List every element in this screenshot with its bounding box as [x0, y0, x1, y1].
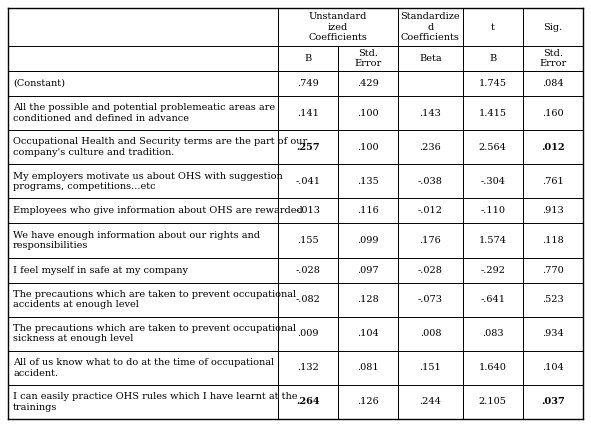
Text: Employees who give information about OHS are rewarded: Employees who give information about OHS… [13, 206, 303, 215]
Text: -.082: -.082 [296, 295, 320, 304]
Text: .118: .118 [542, 236, 564, 245]
Text: 2.564: 2.564 [479, 143, 506, 152]
Text: .236: .236 [420, 143, 441, 152]
Text: 2.105: 2.105 [479, 397, 506, 407]
Text: .100: .100 [357, 143, 379, 152]
Text: .083: .083 [482, 329, 504, 338]
Text: .126: .126 [357, 397, 379, 407]
Text: Beta: Beta [419, 54, 441, 63]
Text: The precautions which are taken to prevent occupational
sickness at enough level: The precautions which are taken to preve… [13, 324, 296, 343]
Text: t: t [491, 22, 495, 31]
Text: .100: .100 [357, 109, 379, 117]
Text: 1.640: 1.640 [479, 363, 506, 372]
Text: .099: .099 [357, 236, 379, 245]
Text: .761: .761 [542, 177, 564, 186]
Text: -.028: -.028 [296, 265, 320, 274]
Text: -.013: -.013 [296, 206, 320, 215]
Text: -.304: -.304 [480, 177, 505, 186]
Text: (Constant): (Constant) [13, 79, 65, 88]
Text: Std.
Error: Std. Error [540, 49, 567, 68]
Text: Unstandard
ized
Coefficients: Unstandard ized Coefficients [309, 12, 367, 42]
Text: Occupational Health and Security terms are the part of our
company's culture and: Occupational Health and Security terms a… [13, 137, 307, 157]
Text: .749: .749 [297, 79, 319, 88]
Text: .151: .151 [420, 363, 441, 372]
Text: .244: .244 [420, 397, 441, 407]
Text: .934: .934 [542, 329, 564, 338]
Text: .081: .081 [357, 363, 379, 372]
Text: .523: .523 [542, 295, 564, 304]
Text: The precautions which are taken to prevent occupational
accidents at enough leve: The precautions which are taken to preve… [13, 290, 296, 309]
Text: -.073: -.073 [418, 295, 443, 304]
Text: .913: .913 [542, 206, 564, 215]
Text: I can easily practice OHS rules which I have learnt at the
trainings: I can easily practice OHS rules which I … [13, 392, 297, 412]
Text: All the possible and potential problemeatic areas are
conditioned and defined in: All the possible and potential problemea… [13, 103, 275, 123]
Text: 1.415: 1.415 [479, 109, 506, 117]
Text: .143: .143 [420, 109, 441, 117]
Text: All of us know what to do at the time of occupational
accident.: All of us know what to do at the time of… [13, 358, 274, 377]
Text: .135: .135 [357, 177, 379, 186]
Text: -.028: -.028 [418, 265, 443, 274]
Text: .155: .155 [297, 236, 319, 245]
Text: .084: .084 [542, 79, 564, 88]
Text: Standardize
d
Coefficients: Standardize d Coefficients [401, 12, 460, 42]
Text: Sig.: Sig. [543, 22, 563, 31]
Text: -.641: -.641 [480, 295, 505, 304]
Text: .176: .176 [420, 236, 441, 245]
Text: .770: .770 [542, 265, 564, 274]
Text: We have enough information about our rights and
responsibilities: We have enough information about our rig… [13, 231, 260, 250]
Text: .012: .012 [541, 143, 565, 152]
Text: .097: .097 [357, 265, 379, 274]
Text: .116: .116 [357, 206, 379, 215]
Text: .009: .009 [297, 329, 319, 338]
Text: I feel myself in safe at my company: I feel myself in safe at my company [13, 265, 188, 274]
Text: B: B [489, 54, 496, 63]
Text: -.041: -.041 [296, 177, 320, 186]
Text: -.038: -.038 [418, 177, 443, 186]
Text: -.012: -.012 [418, 206, 443, 215]
Text: .037: .037 [541, 397, 565, 407]
Text: .128: .128 [357, 295, 379, 304]
Text: .264: .264 [296, 397, 320, 407]
Text: My employers motivate us about OHS with suggestion
programs, competitions...etc: My employers motivate us about OHS with … [13, 172, 282, 191]
Text: -.110: -.110 [480, 206, 505, 215]
Text: .160: .160 [542, 109, 564, 117]
Text: 1.745: 1.745 [479, 79, 506, 88]
Text: .429: .429 [357, 79, 379, 88]
Text: .008: .008 [420, 329, 441, 338]
Text: B: B [304, 54, 311, 63]
Text: .104: .104 [542, 363, 564, 372]
Text: .104: .104 [357, 329, 379, 338]
Text: 1.574: 1.574 [479, 236, 506, 245]
Text: Std.
Error: Std. Error [355, 49, 382, 68]
Text: .132: .132 [297, 363, 319, 372]
Text: .257: .257 [296, 143, 320, 152]
Text: -.292: -.292 [480, 265, 505, 274]
Text: .141: .141 [297, 109, 319, 117]
